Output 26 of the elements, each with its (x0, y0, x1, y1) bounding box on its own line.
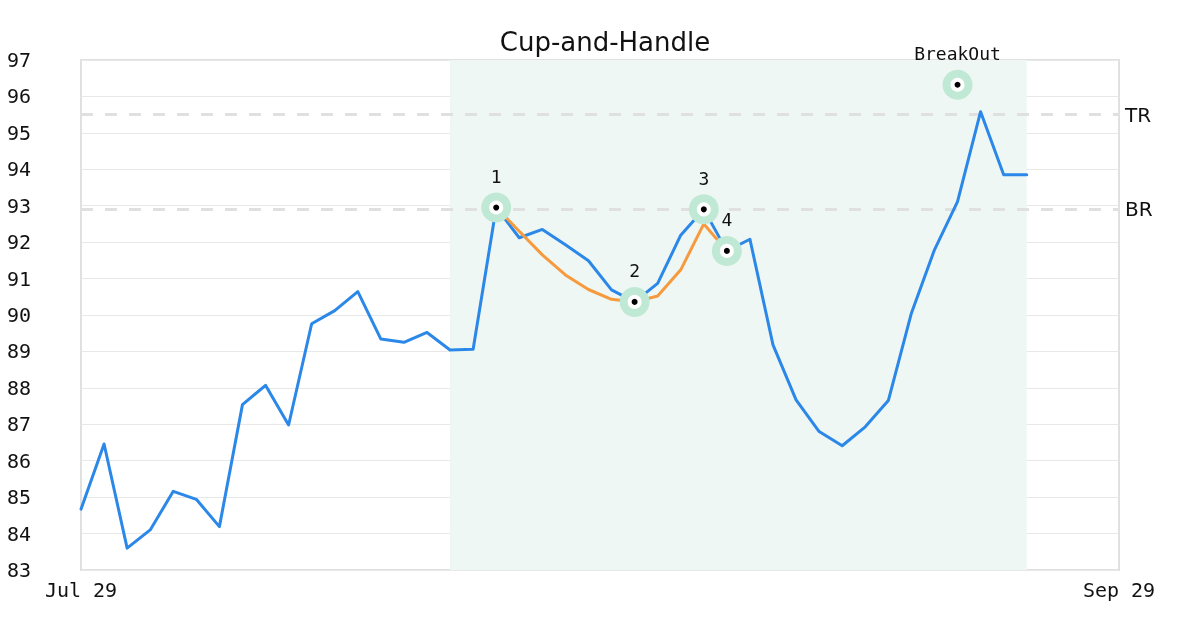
y-tick-label: 93 (6, 193, 31, 218)
annotation: 4 (721, 209, 733, 231)
y-tick-label: 84 (6, 521, 31, 546)
y-tick-label: 87 (6, 412, 31, 437)
y-tick-label: 91 (6, 266, 31, 291)
chart-title: Cup-and-Handle (499, 27, 711, 57)
y-tick-label: 97 (6, 48, 31, 72)
y-tick-label: 92 (6, 230, 31, 255)
x-tick-label: Jul 29 (44, 578, 118, 602)
ref-line-label: TR (1124, 102, 1152, 127)
ref-line-label: BR (1125, 197, 1153, 222)
annotation: 2 (629, 260, 641, 282)
line-series (79, 110, 1029, 550)
y-tick-label: 90 (6, 303, 31, 327)
y-tick-label: 94 (6, 157, 31, 182)
y-tick-label: 83 (6, 558, 31, 582)
annotation: 3 (698, 167, 710, 189)
y-tick-label: 85 (6, 485, 31, 510)
annotation: BreakOut (914, 43, 1001, 65)
y-tick-label: 96 (6, 84, 31, 109)
x-tick-label: Sep 29 (1082, 578, 1156, 602)
y-tick-label: 88 (6, 375, 31, 400)
y-tick-label: 89 (6, 339, 31, 364)
y-tick-label: 86 (6, 448, 31, 473)
annotation: 1 (490, 166, 502, 188)
y-tick-label: 95 (6, 120, 31, 145)
